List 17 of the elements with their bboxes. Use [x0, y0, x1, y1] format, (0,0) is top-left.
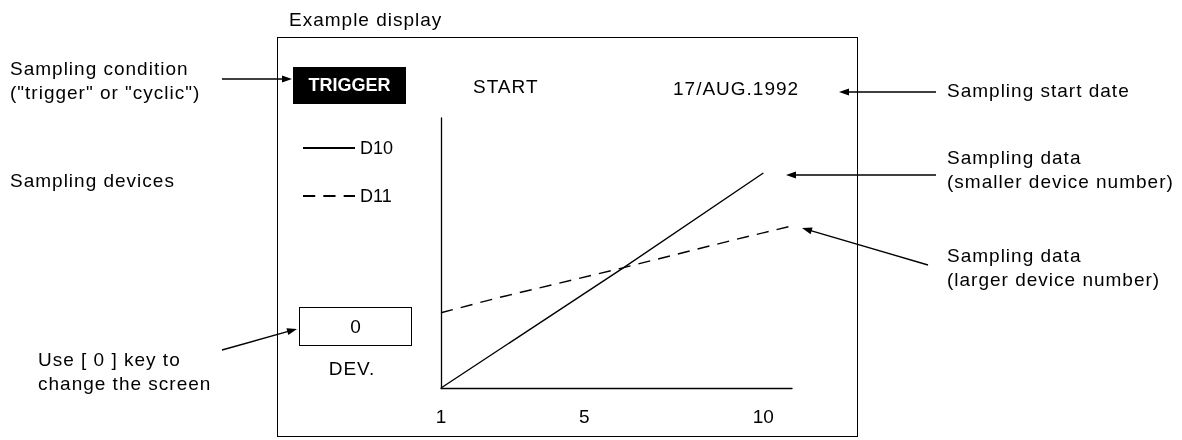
text: 17/AUG.1992: [673, 77, 800, 101]
text: Sampling start date: [947, 79, 1130, 103]
legend-label: D10: [360, 138, 394, 158]
x-tick-label: 10: [752, 406, 774, 427]
text: Sampling data (larger device number): [947, 244, 1161, 292]
x-tick-label: 1: [435, 406, 447, 427]
text: Sampling condition ("trigger" or "cyclic"): [10, 57, 201, 105]
text: Sampling data (smaller device number): [947, 146, 1174, 194]
text: TRIGGER: [293, 67, 406, 104]
x-tick-label: 5: [578, 406, 590, 427]
legend-label: D11: [360, 186, 392, 206]
text: Use [ 0 ] key to change the screen: [38, 348, 212, 396]
text: DEV.: [327, 357, 377, 381]
text: START: [473, 75, 539, 99]
chart-title: Example display: [289, 8, 443, 32]
entry-field: 0: [299, 307, 412, 346]
text: Sampling devices: [10, 169, 175, 193]
